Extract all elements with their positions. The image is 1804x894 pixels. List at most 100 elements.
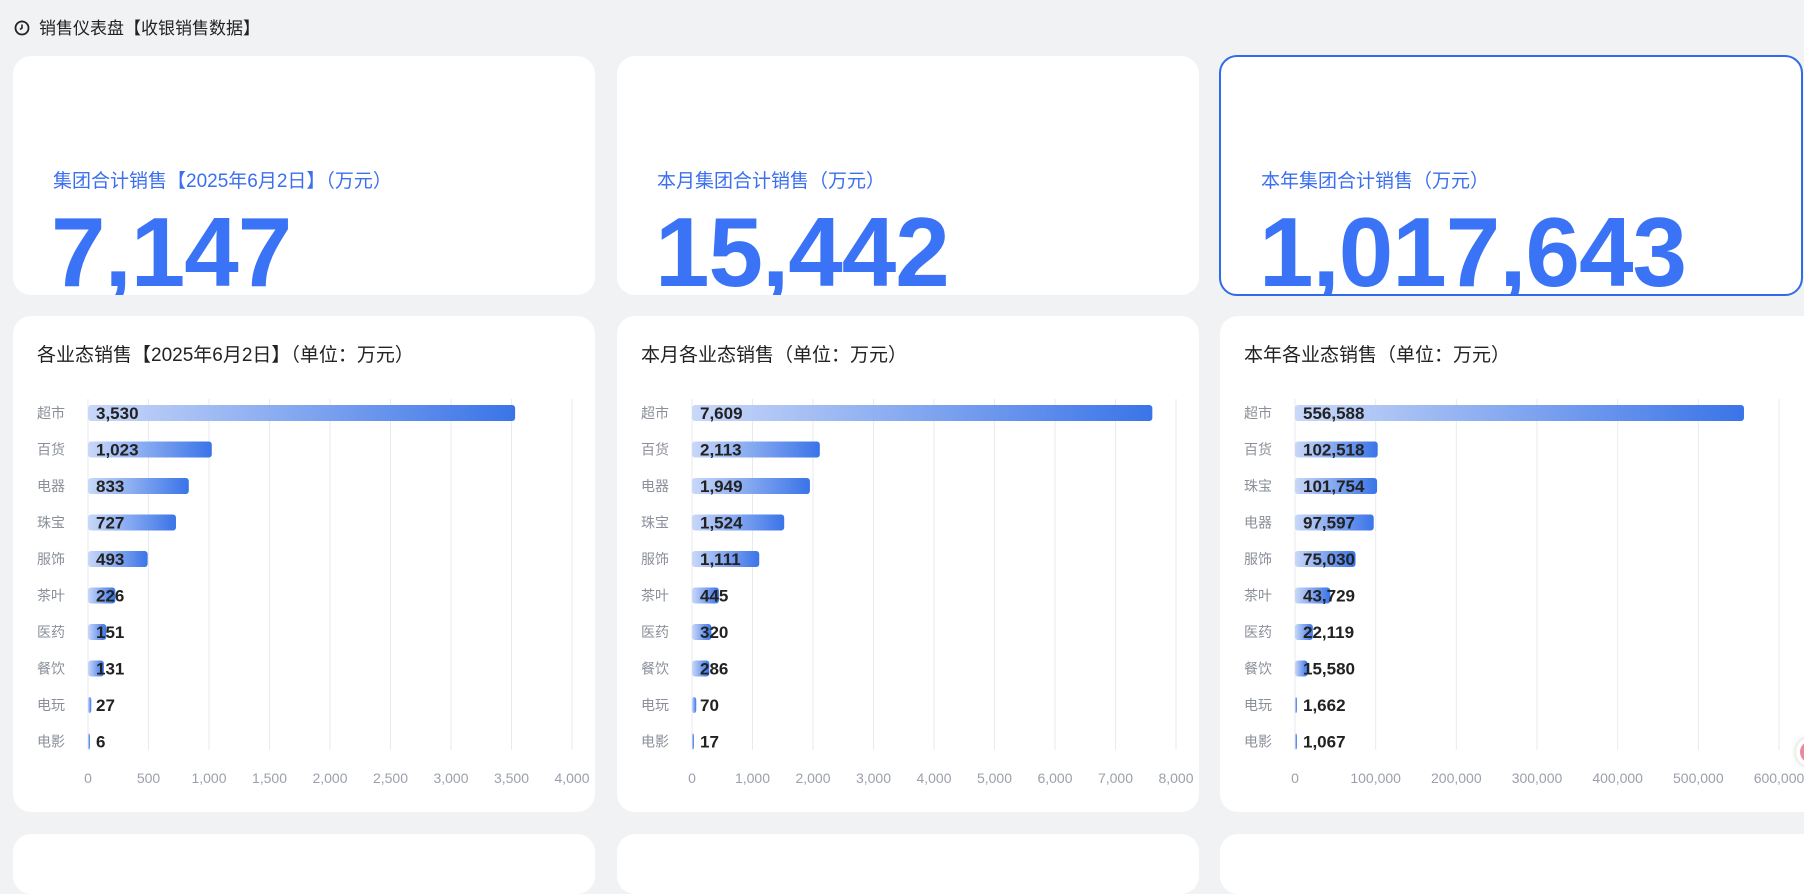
- bar: [692, 441, 820, 458]
- bar: [692, 587, 719, 604]
- x-tick-label: 1,500: [252, 770, 287, 786]
- x-tick-label: 5,000: [977, 770, 1012, 786]
- bar: [692, 405, 1153, 421]
- kpi-card-month[interactable]: 本月集团合计销售（万元） 15,442: [617, 56, 1199, 295]
- bar-value-label: 6: [96, 733, 105, 752]
- bar-value-label: 131: [96, 660, 124, 679]
- category-label: 医药: [37, 624, 65, 640]
- bar: [1295, 660, 1308, 677]
- kpi-card-year[interactable]: 本年集团合计销售（万元） 1,017,643: [1219, 55, 1803, 296]
- bar-value-label: 43,729: [1303, 587, 1355, 606]
- x-tick-label: 8,000: [1158, 770, 1193, 786]
- bar-value-label: 102,518: [1303, 441, 1364, 460]
- bar: [692, 514, 785, 531]
- x-tick-label: 2,500: [373, 770, 408, 786]
- chart-card-day: 各业态销售【2025年6月2日】（单位：万元） 0 500 1,000 1,500 2,…: [13, 316, 595, 812]
- category-label: 百货: [641, 442, 669, 458]
- x-tick-label: 2,000: [312, 770, 347, 786]
- bar: [1295, 514, 1374, 531]
- x-tick-label: 300,000: [1512, 770, 1563, 786]
- bar: [88, 733, 90, 750]
- x-tick-label: 0: [1291, 770, 1299, 786]
- bar-value-label: 286: [700, 660, 728, 679]
- bar: [88, 624, 107, 640]
- x-tick-label: 1,000: [735, 770, 770, 786]
- chart-title: 本月各业态销售（单位：万元）: [641, 345, 908, 366]
- category-label: 电玩: [37, 697, 65, 713]
- bar: [88, 551, 148, 567]
- card-row3-2: [617, 834, 1199, 894]
- chart-card-year: 本年各业态销售（单位：万元） 0 100,000 200,000 300,000 400…: [1220, 316, 1804, 812]
- category-label: 茶叶: [1244, 588, 1272, 604]
- page-header: 销售仪表盘【收银销售数据】: [13, 14, 260, 39]
- bar-value-label: 1,111: [700, 550, 741, 569]
- x-tick-label: 7,000: [1098, 770, 1133, 786]
- bar-chart-day: 0 500 1,000 1,500 2,000 2,500 3,000 3,500 4,000 超…: [37, 399, 590, 786]
- chart-title: 各业态销售【2025年6月2日】（单位：万元）: [37, 345, 414, 366]
- chart-title: 本年各业态销售（单位：万元）: [1244, 345, 1511, 366]
- bar: [1295, 587, 1331, 604]
- bar: [1295, 551, 1356, 567]
- card-row3-3: [1220, 834, 1804, 894]
- category-label: 电影: [641, 734, 669, 750]
- category-label: 电器: [37, 478, 65, 494]
- category-label: 服饰: [1244, 551, 1272, 567]
- category-label: 珠宝: [37, 515, 65, 531]
- bar: [1295, 405, 1744, 421]
- bar-value-label: 7,609: [700, 404, 743, 423]
- category-label: 电玩: [641, 697, 669, 713]
- bar: [88, 587, 116, 604]
- kpi-value: 1,017,643: [1259, 197, 1687, 296]
- category-label: 餐饮: [641, 661, 669, 677]
- bar-chart-year: 0 100,000 200,000 300,000 400,000 500,000 600,…: [1244, 399, 1804, 786]
- bar-value-label: 15,580: [1303, 660, 1355, 679]
- x-tick-label: 1,000: [191, 770, 226, 786]
- bar: [1295, 624, 1313, 640]
- bar: [88, 405, 516, 421]
- floating-assistant-button[interactable]: [1796, 737, 1804, 767]
- kpi-card-day[interactable]: 集团合计销售【2025年6月2日】（万元） 7,147: [13, 56, 595, 295]
- bar-value-label: 3,530: [96, 404, 139, 423]
- kpi-label: 本月集团合计销售（万元）: [657, 171, 886, 192]
- bar: [692, 660, 710, 677]
- bar-value-label: 27: [96, 696, 115, 715]
- category-label: 医药: [641, 624, 669, 640]
- page-title: 销售仪表盘【收银销售数据】: [39, 19, 260, 38]
- bar: [88, 660, 104, 677]
- bar: [88, 697, 92, 713]
- x-tick-label: 100,000: [1350, 770, 1401, 786]
- x-tick-label: 6,000: [1037, 770, 1072, 786]
- bar: [692, 624, 712, 640]
- bar: [1295, 441, 1378, 458]
- bar: [88, 441, 212, 458]
- category-label: 百货: [1244, 442, 1272, 458]
- category-label: 餐饮: [37, 661, 65, 677]
- bar-value-label: 17: [700, 733, 719, 752]
- category-label: 餐饮: [1244, 661, 1272, 677]
- bar-value-label: 320: [700, 623, 728, 642]
- bar-value-label: 226: [96, 587, 124, 606]
- bar-value-label: 2,113: [700, 441, 742, 460]
- x-tick-label: 600,000: [1754, 770, 1804, 786]
- bar-value-label: 727: [96, 514, 124, 533]
- category-label: 茶叶: [641, 588, 669, 604]
- category-label: 电影: [1244, 734, 1272, 750]
- x-tick-label: 4,000: [554, 770, 589, 786]
- bar-value-label: 75,030: [1303, 550, 1355, 569]
- bar-chart-month: 0 1,000 2,000 3,000 4,000 5,000 6,000 7,000 8,00…: [641, 399, 1194, 786]
- bar-value-label: 1,524: [700, 514, 743, 533]
- category-label: 电器: [641, 478, 669, 494]
- bar-value-label: 493: [96, 550, 124, 569]
- category-label: 服饰: [37, 551, 65, 567]
- kpi-label: 集团合计销售【2025年6月2日】（万元）: [53, 171, 392, 192]
- x-tick-label: 3,000: [433, 770, 468, 786]
- category-label: 珠宝: [641, 515, 669, 531]
- x-tick-label: 0: [688, 770, 696, 786]
- bar-value-label: 97,597: [1303, 514, 1355, 533]
- bar-value-label: 1,949: [700, 477, 743, 496]
- x-tick-label: 0: [84, 770, 92, 786]
- category-label: 百货: [37, 442, 65, 458]
- bar: [692, 733, 694, 750]
- x-tick-label: 500,000: [1673, 770, 1724, 786]
- bar: [1295, 733, 1297, 750]
